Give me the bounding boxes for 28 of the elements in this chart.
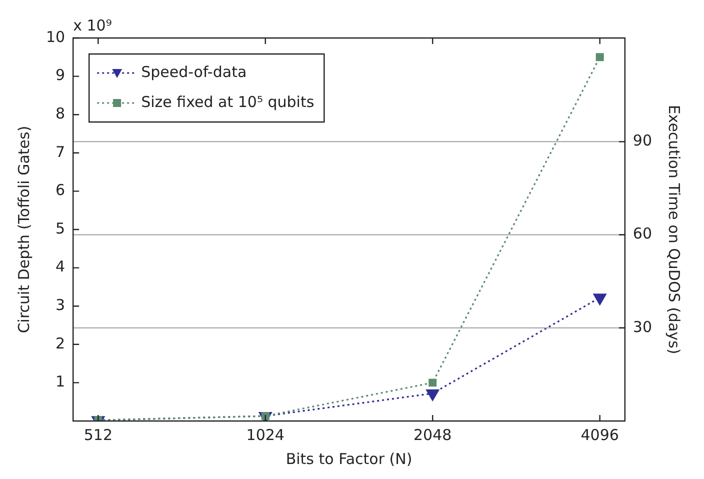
y-tick-label: 6 — [56, 181, 66, 200]
y-tick-label: 10 — [46, 28, 66, 46]
point — [596, 53, 604, 62]
y-tick-label: 5 — [56, 219, 66, 238]
y2-axis-title: Execution Time on QuDOS (days) — [665, 104, 684, 354]
y-tick-label: 1 — [56, 372, 66, 391]
y2-tick-label: 90 — [632, 132, 652, 150]
x-tick-label: 512 — [84, 426, 112, 444]
y-tick-label: 4 — [56, 258, 66, 276]
y-axis-title: Circuit Depth (Toffoli Gates) — [14, 126, 33, 334]
y2-tick-label: 30 — [632, 318, 652, 336]
point — [593, 294, 606, 305]
y-tick-label: 7 — [56, 142, 66, 161]
x-tick-label: 1024 — [246, 426, 284, 444]
x-tick-label: 4096 — [580, 426, 619, 444]
y-tick-label: 2 — [56, 334, 66, 352]
point — [261, 412, 270, 420]
y-tick-label: 8 — [56, 104, 66, 122]
y-tick-label: 3 — [56, 296, 66, 314]
y2-tick-label: 60 — [632, 224, 652, 243]
x-tick-label: 2048 — [414, 426, 452, 444]
point — [426, 389, 440, 401]
y-tick-label: 9 — [56, 66, 66, 84]
point — [428, 378, 437, 387]
legend-label: Speed-of-data — [141, 62, 247, 81]
text: x 10⁹ — [73, 16, 112, 34]
legend-label: Size fixed at 10⁵ qubits — [141, 92, 314, 111]
x-axis-title: Bits to Factor (N) — [286, 450, 412, 468]
